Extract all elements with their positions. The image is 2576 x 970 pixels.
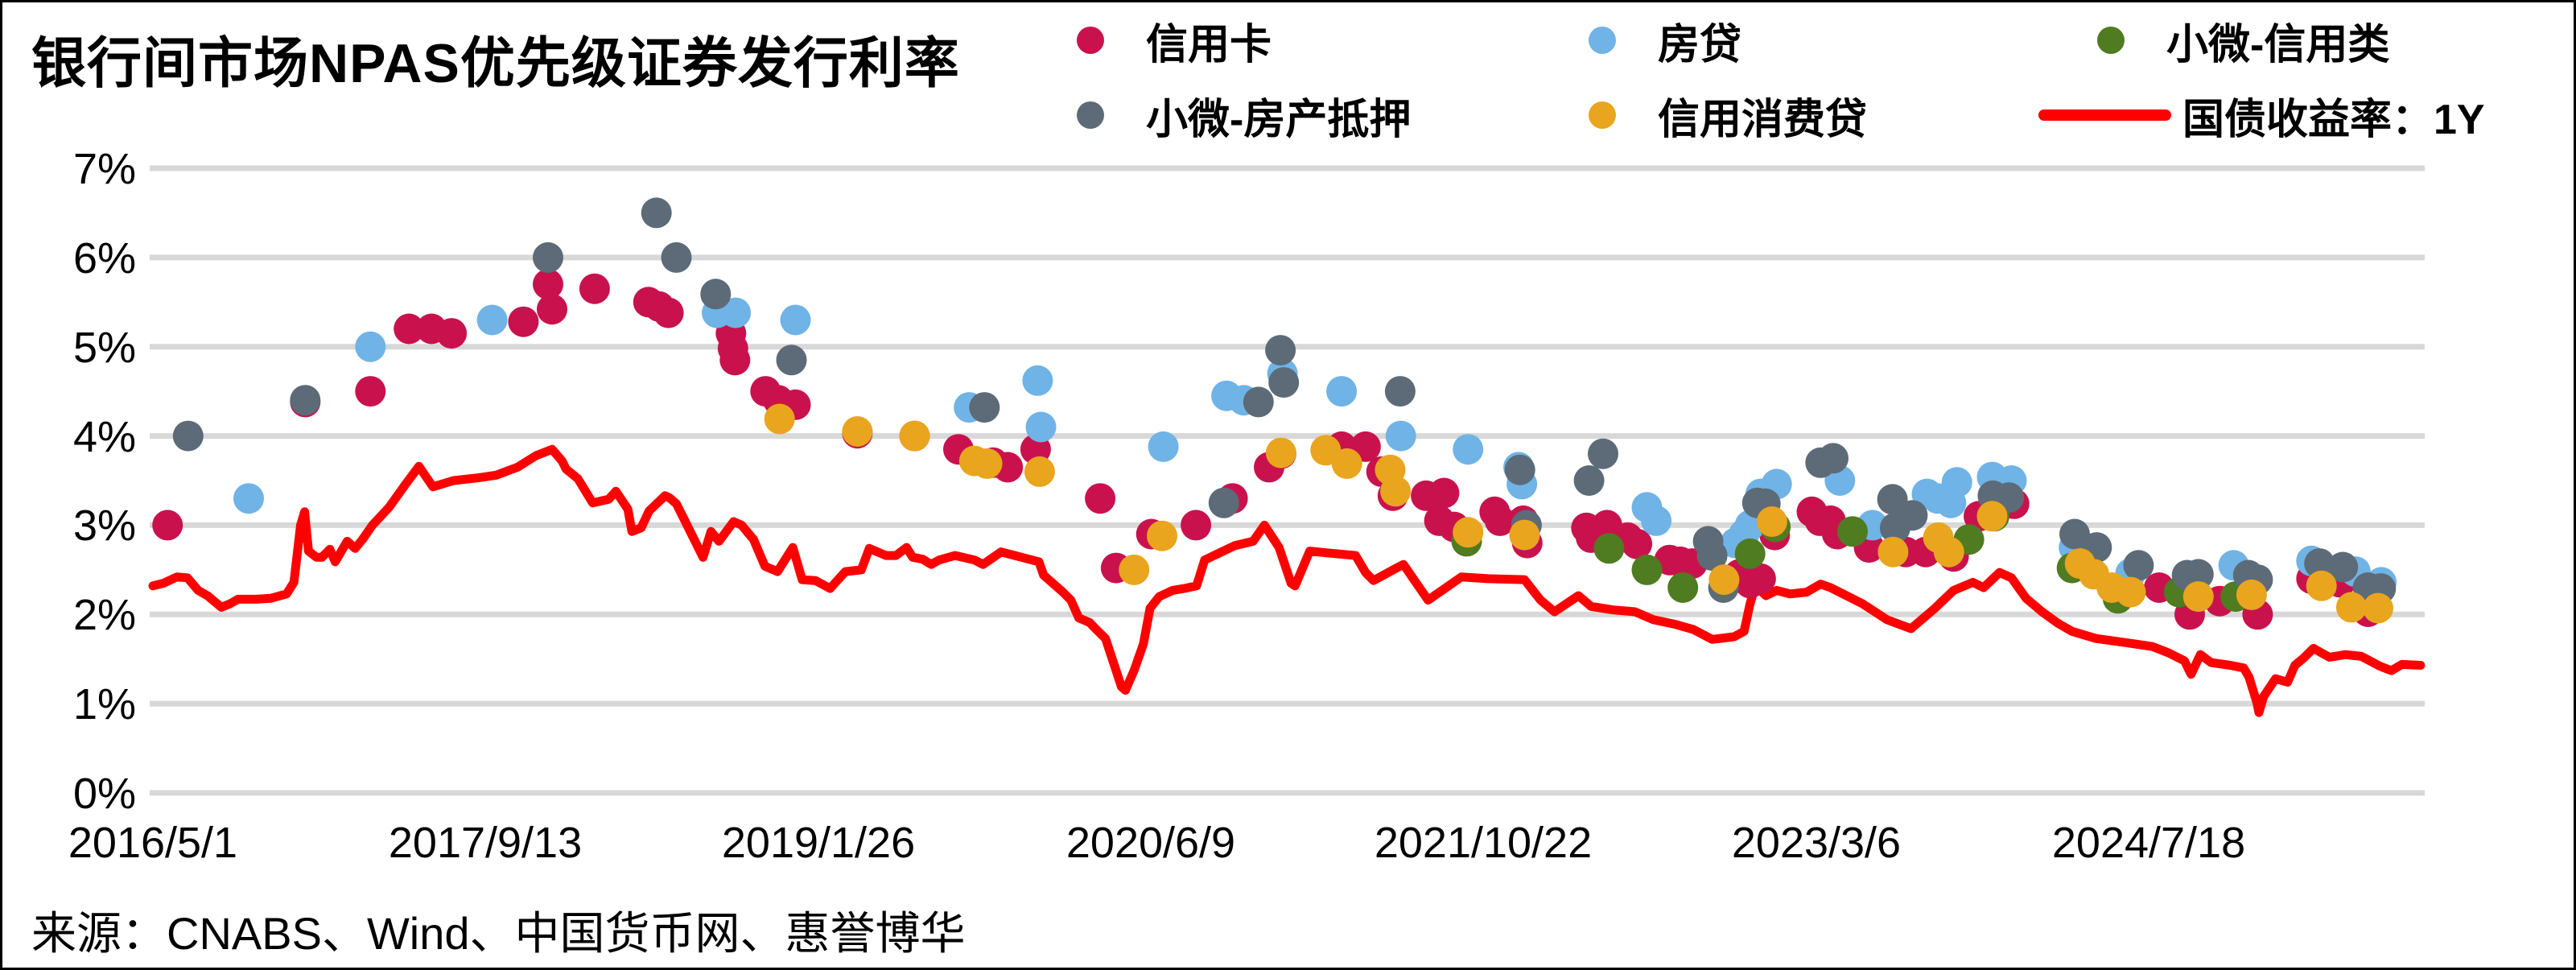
legend-item-micro-property: 小微-房产抵押 [1077,93,1411,143]
legend-label: 国债收益率：1Y [2182,96,2485,143]
x-tick-5: 2023/3/6 [1731,819,1902,867]
y-tick-2: 2% [72,591,136,639]
micro-credit-dot-icon [2097,27,2125,54]
series-信用消费贷 [764,403,2393,624]
x-tick-1: 2017/9/13 [388,819,583,867]
legend-item-treasury-1y: 国债收益率：1Y [2038,93,2485,143]
legend-label: 小微-房产抵押 [1146,96,1412,143]
x-tick-0: 2016/5/1 [68,819,238,867]
legend-item-consumer-loan: 信用消费贷 [1589,93,1867,143]
legend-label: 房贷 [1658,21,1742,68]
consumer-loan-dot-icon [1589,101,1616,129]
legend-label: 小微-信用类 [2166,21,2390,68]
credit-card-dot-icon [1077,27,1104,54]
source-note: 来源：CNABS、Wind、中国货币网、惠誉博华 [31,908,966,959]
y-tick-3: 3% [72,502,136,550]
chart-title: 银行间市场NPAS优先级证券发行利率 [31,33,960,94]
y-tick-7: 7% [72,145,136,193]
x-tick-4: 2021/10/22 [1374,819,1593,867]
y-tick-4: 4% [72,413,136,461]
y-tick-0: 0% [72,770,136,818]
y-tick-5: 5% [72,324,136,372]
treasury-line-icon [2038,109,2171,121]
gridlines [150,165,2425,796]
legend-item-mortgage: 房贷 [1589,18,1741,68]
x-tick-6: 2024/7/18 [2051,819,2246,867]
x-tick-3: 2020/6/9 [1065,819,1236,867]
legend-label: 信用卡 [1146,21,1272,68]
micro-property-dot-icon [1077,101,1104,129]
legend-item-credit-card: 信用卡 [1077,18,1272,68]
legend-label: 信用消费贷 [1658,96,1868,143]
y-tick-6: 6% [72,234,136,283]
series-国债收益率：1Y [148,444,2426,717]
mortgage-dot-icon [1589,27,1616,54]
x-tick-2: 2019/1/26 [721,819,916,867]
y-tick-1: 1% [72,680,136,729]
legend-item-micro-credit: 小微-信用类 [2097,18,2389,68]
